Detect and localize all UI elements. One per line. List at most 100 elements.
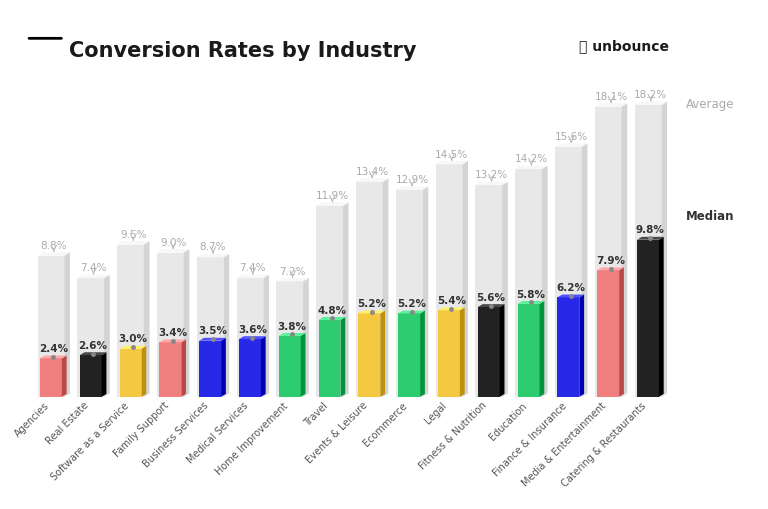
Text: 3.4%: 3.4%	[158, 327, 187, 337]
Polygon shape	[261, 336, 266, 397]
Polygon shape	[396, 187, 429, 191]
Polygon shape	[221, 338, 226, 397]
Polygon shape	[619, 268, 624, 397]
Text: 7.4%: 7.4%	[240, 263, 266, 273]
Polygon shape	[343, 203, 349, 397]
Polygon shape	[518, 301, 545, 304]
Text: 9.0%: 9.0%	[160, 237, 187, 247]
Polygon shape	[435, 165, 462, 397]
Polygon shape	[380, 311, 385, 397]
Polygon shape	[558, 298, 579, 397]
Polygon shape	[40, 359, 62, 397]
Polygon shape	[160, 343, 181, 397]
Text: 14.5%: 14.5%	[435, 149, 468, 159]
Polygon shape	[475, 182, 508, 186]
Polygon shape	[356, 183, 382, 397]
Polygon shape	[223, 254, 229, 397]
Polygon shape	[181, 340, 186, 397]
Polygon shape	[319, 320, 340, 397]
Polygon shape	[359, 311, 385, 314]
Polygon shape	[598, 271, 619, 397]
Text: 12.9%: 12.9%	[396, 175, 429, 185]
Polygon shape	[118, 245, 144, 397]
Polygon shape	[478, 307, 500, 397]
Polygon shape	[340, 317, 346, 397]
Text: Average: Average	[686, 98, 734, 111]
Polygon shape	[239, 340, 261, 397]
Text: 3.6%: 3.6%	[238, 324, 266, 334]
Text: 5.8%: 5.8%	[516, 289, 545, 299]
Polygon shape	[319, 317, 346, 320]
Polygon shape	[38, 253, 70, 256]
Text: 5.2%: 5.2%	[397, 299, 426, 308]
Polygon shape	[438, 308, 465, 310]
Text: 13.2%: 13.2%	[475, 170, 508, 180]
Polygon shape	[301, 333, 306, 397]
Polygon shape	[661, 102, 667, 397]
Polygon shape	[184, 249, 190, 397]
Polygon shape	[237, 275, 269, 278]
Polygon shape	[197, 258, 223, 397]
Polygon shape	[78, 275, 110, 278]
Polygon shape	[101, 353, 107, 397]
Text: 8.8%: 8.8%	[41, 240, 67, 250]
Polygon shape	[500, 304, 505, 397]
Polygon shape	[460, 308, 465, 397]
Polygon shape	[276, 282, 303, 397]
Text: 18.1%: 18.1%	[594, 92, 627, 102]
Polygon shape	[40, 356, 67, 359]
Polygon shape	[38, 256, 65, 397]
Polygon shape	[359, 314, 380, 397]
Polygon shape	[542, 166, 548, 397]
Polygon shape	[579, 295, 584, 397]
Polygon shape	[555, 144, 588, 148]
Polygon shape	[581, 144, 588, 397]
Polygon shape	[382, 179, 389, 397]
Text: 3.8%: 3.8%	[277, 321, 306, 331]
Text: 5.4%: 5.4%	[437, 295, 466, 305]
Polygon shape	[515, 170, 542, 397]
Text: 15.6%: 15.6%	[554, 132, 588, 142]
Text: 5.2%: 5.2%	[357, 299, 386, 308]
Polygon shape	[197, 254, 229, 258]
Polygon shape	[157, 249, 190, 253]
Polygon shape	[65, 253, 70, 397]
Polygon shape	[78, 278, 104, 397]
Polygon shape	[239, 336, 266, 340]
Polygon shape	[62, 356, 67, 397]
Text: 2.4%: 2.4%	[38, 344, 68, 353]
Polygon shape	[438, 310, 460, 397]
Polygon shape	[118, 242, 150, 245]
Polygon shape	[518, 304, 539, 397]
Polygon shape	[539, 301, 545, 397]
Polygon shape	[80, 355, 101, 397]
Polygon shape	[398, 314, 420, 397]
Text: 2.6%: 2.6%	[78, 340, 108, 350]
Polygon shape	[276, 278, 309, 282]
Text: 8.7%: 8.7%	[200, 242, 227, 252]
Polygon shape	[637, 237, 664, 240]
Text: 7.4%: 7.4%	[81, 263, 107, 273]
Polygon shape	[396, 191, 422, 397]
Text: 6.2%: 6.2%	[556, 282, 585, 293]
Polygon shape	[120, 346, 146, 349]
Polygon shape	[144, 242, 150, 397]
Polygon shape	[303, 278, 309, 397]
Text: 7.9%: 7.9%	[596, 256, 625, 265]
Text: 9.8%: 9.8%	[636, 225, 665, 235]
Polygon shape	[595, 104, 627, 107]
Text: 3.0%: 3.0%	[118, 334, 147, 344]
Text: 11.9%: 11.9%	[316, 191, 349, 201]
Polygon shape	[595, 107, 621, 397]
Text: Conversion Rates by Industry: Conversion Rates by Industry	[69, 41, 416, 61]
Polygon shape	[120, 349, 141, 397]
Polygon shape	[157, 253, 184, 397]
Polygon shape	[555, 148, 581, 397]
Text: 13.4%: 13.4%	[356, 167, 389, 177]
Polygon shape	[104, 275, 110, 397]
Polygon shape	[475, 186, 502, 397]
Text: 18.2%: 18.2%	[634, 90, 667, 100]
Polygon shape	[659, 237, 664, 397]
Polygon shape	[637, 240, 659, 397]
Polygon shape	[502, 182, 508, 397]
